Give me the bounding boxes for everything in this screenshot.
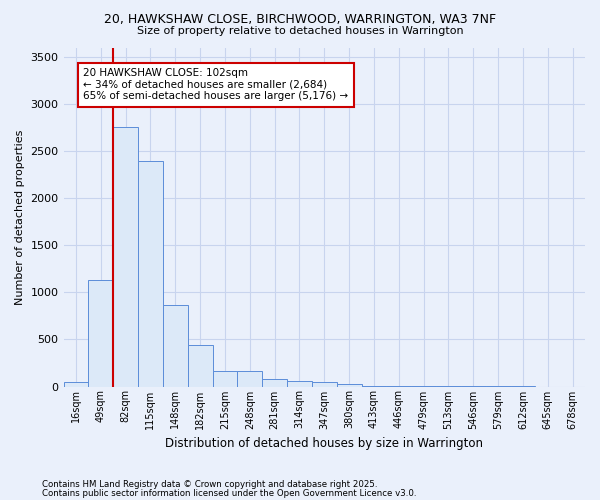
Bar <box>337 384 362 386</box>
Bar <box>163 304 188 386</box>
Bar <box>188 345 212 387</box>
Bar <box>238 372 262 386</box>
Bar <box>64 382 88 386</box>
Bar <box>312 382 337 386</box>
Bar <box>262 379 287 386</box>
Text: Contains HM Land Registry data © Crown copyright and database right 2025.: Contains HM Land Registry data © Crown c… <box>42 480 377 489</box>
Bar <box>138 160 163 386</box>
Y-axis label: Number of detached properties: Number of detached properties <box>15 130 25 304</box>
Bar <box>113 126 138 386</box>
Text: 20, HAWKSHAW CLOSE, BIRCHWOOD, WARRINGTON, WA3 7NF: 20, HAWKSHAW CLOSE, BIRCHWOOD, WARRINGTO… <box>104 12 496 26</box>
X-axis label: Distribution of detached houses by size in Warrington: Distribution of detached houses by size … <box>165 437 483 450</box>
Bar <box>212 370 238 386</box>
Bar <box>287 381 312 386</box>
Text: Size of property relative to detached houses in Warrington: Size of property relative to detached ho… <box>137 26 463 36</box>
Bar <box>88 280 113 386</box>
Text: 20 HAWKSHAW CLOSE: 102sqm
← 34% of detached houses are smaller (2,684)
65% of se: 20 HAWKSHAW CLOSE: 102sqm ← 34% of detac… <box>83 68 349 102</box>
Text: Contains public sector information licensed under the Open Government Licence v3: Contains public sector information licen… <box>42 489 416 498</box>
